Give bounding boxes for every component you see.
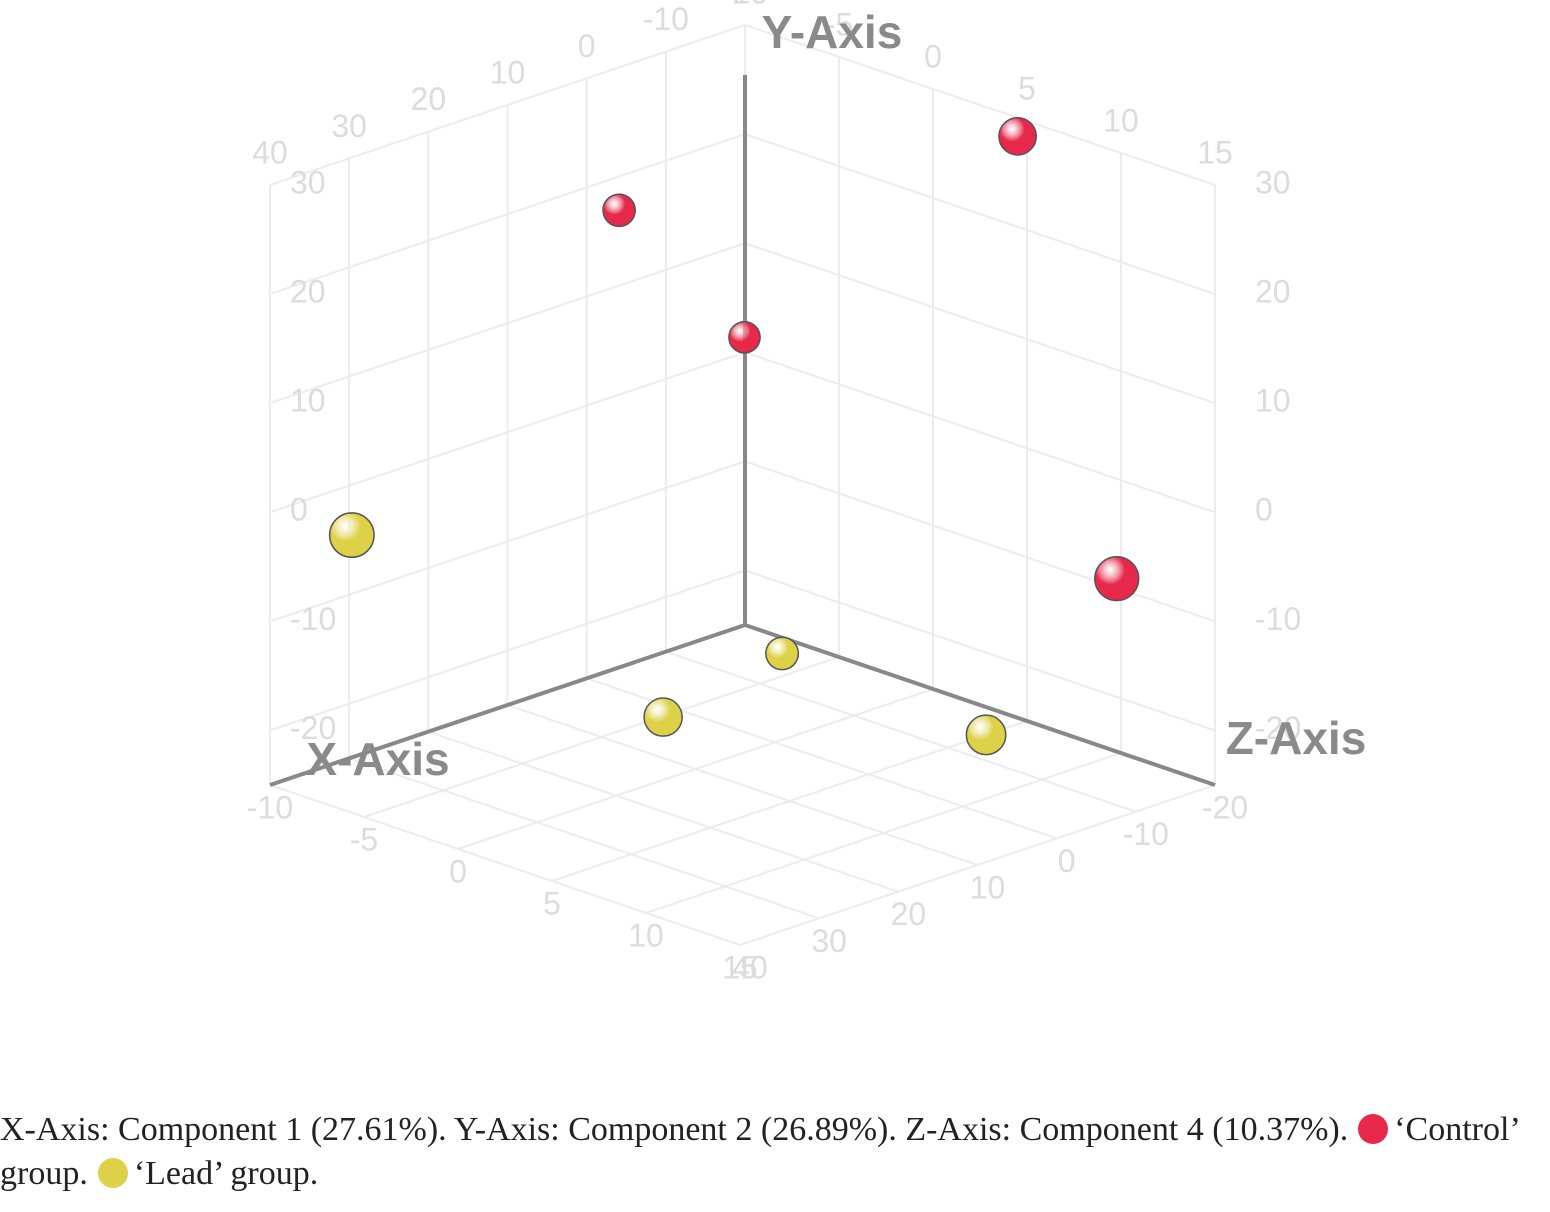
grid-line [744,569,1216,732]
tick-label: 10 [490,54,526,90]
x-axis-title: X-Axis [306,733,449,785]
grid-line [428,730,899,893]
tick-label: 10 [628,917,664,953]
tick-label: -20 [1202,789,1248,825]
tick-label: -10 [722,0,768,10]
tick-label: -20 [722,0,768,10]
grid-line [269,133,746,296]
grid-line [507,704,978,866]
legend-label: ‘Control’ group. [0,1111,1519,1192]
tick-label: -20 [1255,710,1301,746]
tick-label: 40 [252,134,288,170]
tick-label: 20 [290,274,326,310]
tick-label: 0 [924,38,942,74]
data-point [728,321,761,354]
tick-label: -10 [1255,601,1301,637]
tick-label: -20 [290,710,336,746]
tick-label: 30 [290,164,326,200]
tick-label: -10 [1123,816,1169,852]
tick-label: -5 [350,821,378,857]
tick-label: 15 [1197,134,1233,170]
grid-line [551,720,1028,882]
grid-line [665,650,1137,813]
tick-label: 30 [1255,164,1291,200]
data-point [602,193,636,228]
data-point [328,512,375,559]
grid-line [269,24,746,186]
legend-swatch [97,1158,128,1188]
tick-label: 0 [1255,492,1273,528]
grid-line [739,784,1216,946]
z-axis-title: Z-Axis [1226,712,1367,764]
data-point [765,636,800,671]
tick-label: 15 [722,949,758,985]
tick-label: 10 [290,383,326,419]
grid: -20-20-10-10001010202030304040-10-10-5-5… [247,0,1301,985]
tick-label: 0 [290,492,308,528]
grid-line [269,784,741,946]
tick-label: 0 [1058,843,1076,879]
tick-label: 10 [1255,383,1291,419]
grid-line [744,242,1216,405]
legend-swatch [1358,1114,1389,1144]
tick-label: 5 [1018,70,1036,106]
x-axis-line [269,623,746,787]
grid-line [744,351,1216,514]
tick-label: -10 [643,1,689,37]
tick-label: 0 [578,28,596,64]
data-point [643,697,683,737]
legend-label: ‘Lead’ group. [133,1155,319,1192]
grid-line [645,752,1122,914]
tick-label: 10 [1103,102,1139,138]
data-point [998,116,1037,156]
tick-label: 5 [543,885,561,921]
z-axis-line [744,623,1216,787]
tick-label: -5 [825,6,853,42]
grid-line [457,688,934,850]
tick-label: 0 [449,853,467,889]
grid-line [744,133,1216,296]
y-axis-title: Y-Axis [762,6,903,58]
caption-text: X-Axis: Component 1 (27.61%). Y-Axis: Co… [0,1111,1349,1148]
grid-line [363,656,840,818]
tick-label: 30 [331,108,367,144]
data-point [1094,555,1140,602]
data-point [965,714,1007,756]
tick-label: 40 [732,949,768,985]
chart: -20-20-10-10001010202030304040-10-10-5-5… [247,0,1367,985]
tick-label: 20 [411,81,447,117]
grid-line [348,757,820,920]
grid-line [269,460,746,623]
grid-line [744,24,1216,186]
grid-line [744,460,1216,623]
tick-label: 10 [970,869,1006,905]
tick-label: 20 [1255,274,1291,310]
grid-line [269,569,746,732]
grid-line [269,242,746,405]
caption: X-Axis: Component 1 (27.61%). Y-Axis: Co… [0,1108,1550,1196]
tick-label: 30 [811,923,847,959]
tick-label: -10 [247,789,293,825]
tick-label: 20 [891,896,927,932]
tick-label: -10 [290,601,336,637]
grid-line [269,351,746,514]
